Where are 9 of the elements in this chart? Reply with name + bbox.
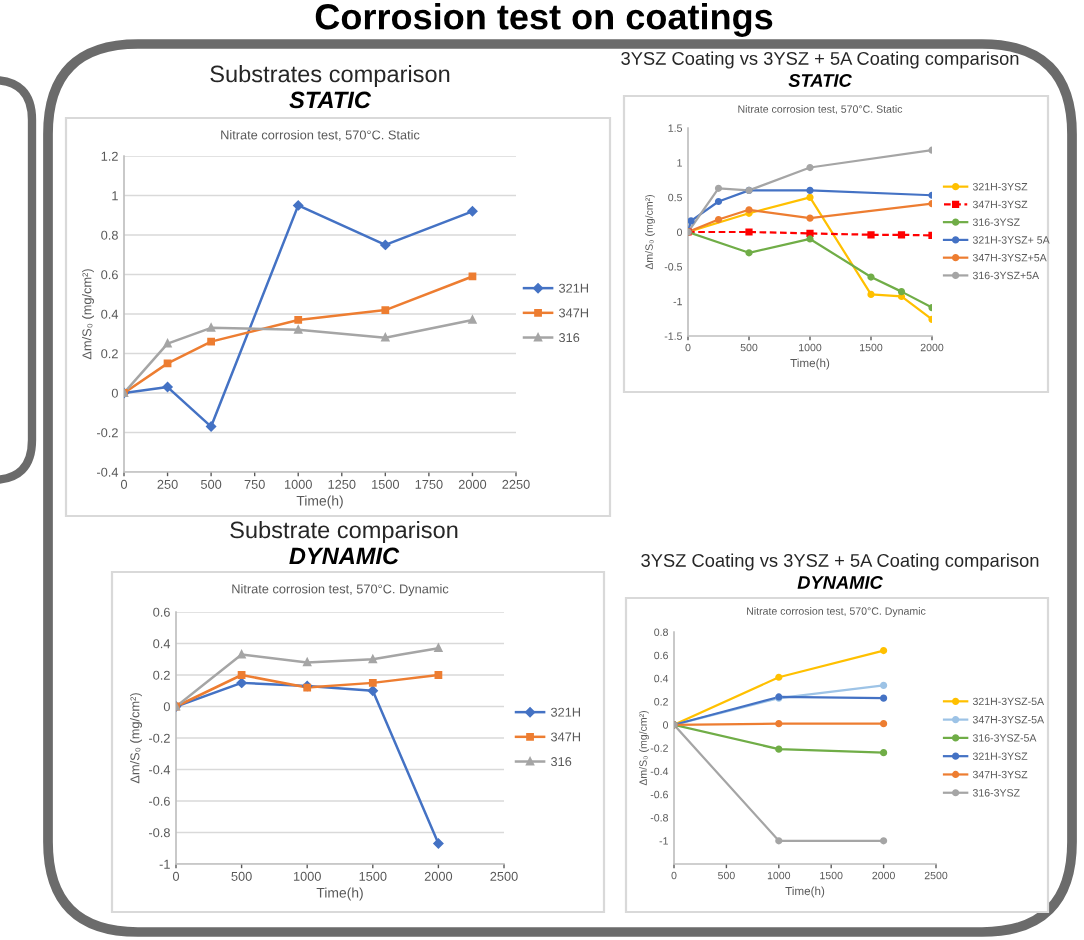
- chart-subtitle: DYNAMIC: [289, 547, 400, 565]
- chart-title: Substrates comparison: [210, 65, 450, 87]
- chart-title: Substrate comparison: [230, 520, 458, 544]
- chart-subtitle: STATIC: [289, 91, 372, 109]
- chart-subtitle: DYNAMIC: [797, 575, 883, 589]
- chart-title: 3YSZ Coating vs 3YSZ + 5A Coating comparison: [641, 553, 1039, 571]
- text: Corrosion test on coatings: [315, 3, 773, 37]
- chart-subtitle: STATIC: [788, 73, 852, 87]
- chart-title: 3YSZ Coating vs 3YSZ + 5A Coating comparison: [621, 51, 1019, 69]
